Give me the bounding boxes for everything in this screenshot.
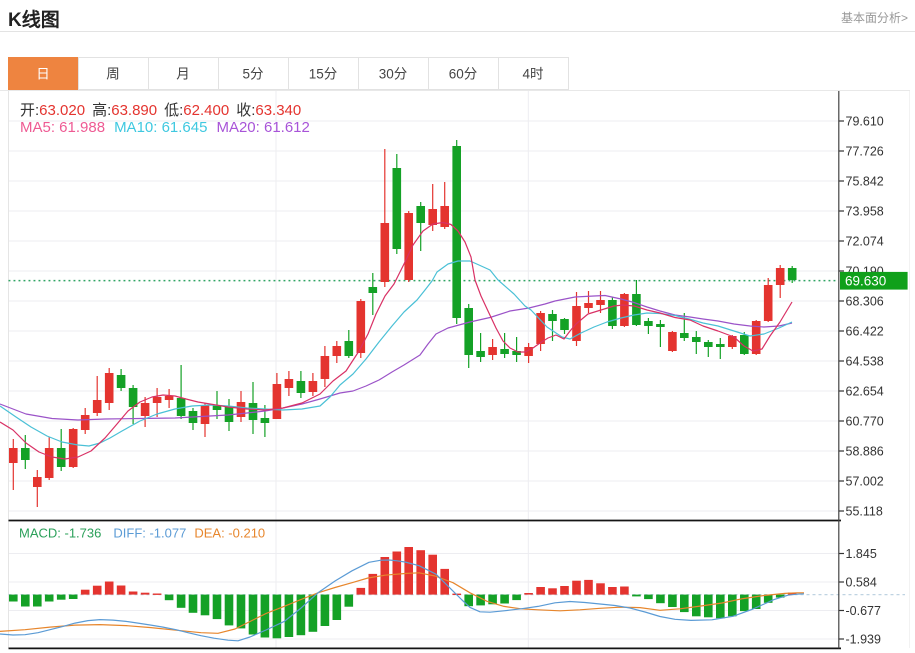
svg-text:60分: 60分 bbox=[449, 67, 478, 82]
svg-text:60.770: 60.770 bbox=[846, 415, 884, 429]
svg-text:68.306: 68.306 bbox=[846, 295, 884, 309]
svg-text:62.654: 62.654 bbox=[846, 385, 884, 399]
svg-text:0.584: 0.584 bbox=[846, 576, 877, 590]
svg-text:-0.677: -0.677 bbox=[846, 604, 881, 618]
svg-text:5分: 5分 bbox=[242, 67, 263, 82]
svg-text:69.630: 69.630 bbox=[845, 274, 886, 289]
svg-text:64.538: 64.538 bbox=[846, 355, 884, 369]
svg-text:K线图: K线图 bbox=[8, 8, 60, 31]
svg-text:75.842: 75.842 bbox=[846, 175, 884, 189]
svg-text:73.958: 73.958 bbox=[846, 205, 884, 219]
svg-text:基本面分析>: 基本面分析> bbox=[841, 11, 908, 25]
svg-text:72.074: 72.074 bbox=[846, 235, 884, 249]
svg-text:1.845: 1.845 bbox=[846, 547, 877, 561]
svg-text:4时: 4时 bbox=[522, 67, 543, 82]
svg-text:15分: 15分 bbox=[309, 67, 338, 82]
svg-text:-1.939: -1.939 bbox=[846, 633, 881, 647]
svg-text:55.118: 55.118 bbox=[846, 505, 883, 519]
svg-text:日: 日 bbox=[36, 67, 50, 82]
svg-text:30分: 30分 bbox=[379, 67, 408, 82]
svg-text:57.002: 57.002 bbox=[846, 475, 884, 489]
svg-text:月: 月 bbox=[176, 67, 190, 82]
svg-text:77.726: 77.726 bbox=[846, 145, 884, 159]
svg-text:66.422: 66.422 bbox=[846, 325, 884, 339]
svg-text:58.886: 58.886 bbox=[846, 445, 884, 459]
svg-text:79.610: 79.610 bbox=[846, 115, 884, 129]
svg-text:周: 周 bbox=[106, 67, 120, 82]
